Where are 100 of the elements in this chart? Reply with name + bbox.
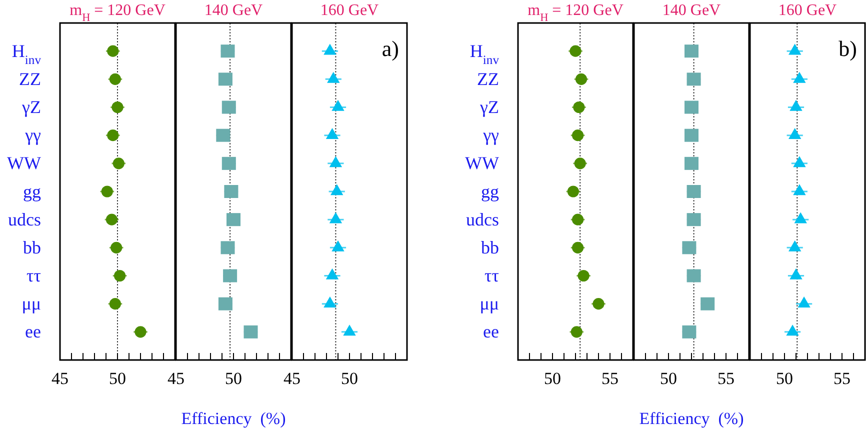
y-tick-label: ee [483,322,500,342]
point [788,44,802,55]
point [220,241,235,254]
x-tick-label: 45 [284,369,300,388]
x-tick-label: 50 [544,369,561,388]
point [330,184,344,196]
point [112,158,124,170]
point [686,269,701,282]
point [332,240,344,252]
point [332,100,344,111]
point [684,100,698,114]
point [326,268,339,280]
point [134,326,146,338]
point [324,44,336,55]
chart-title: 140 GeV [204,2,264,19]
y-tick-label: ττ [484,266,499,286]
chart-title: m$_{H}$ = 120 GeV [70,2,166,24]
annotation: a) [382,36,399,61]
point [574,158,586,170]
point [573,101,585,114]
y-tick-label: udcs [466,209,499,230]
point [686,72,701,86]
point [592,298,604,310]
point [109,73,121,85]
point [244,325,258,338]
y-tick-label: γγ [24,125,42,146]
y-tick-label: gg [481,181,499,202]
y-tick-label: udcs [8,209,41,230]
y-tick-label: gg [23,181,41,202]
point [329,156,342,168]
point [572,242,584,254]
point [343,324,356,336]
point [686,213,701,226]
point [567,186,579,198]
point [575,73,588,85]
y-tick-label: μμ [480,294,499,314]
point [101,186,113,198]
y-tick-label: H$_{inv}$ [12,40,42,67]
point [700,297,715,310]
chart-title: 160 GeV [320,2,380,19]
point [684,44,698,58]
chart-title: 140 GeV [662,2,722,19]
y-tick-label: ZZ [477,68,499,89]
x-tick-label: 55 [834,369,850,388]
point [329,212,342,224]
point [682,241,696,254]
point [788,128,802,140]
y-tick-label: WW [7,153,42,174]
y-tick-label: bb [481,237,499,258]
point [114,270,126,282]
x-tick-label: 55 [718,369,734,388]
y-tick-label: ZZ [19,68,41,89]
y-tick-label: ττ [26,266,41,286]
point [326,128,339,140]
point [793,156,806,168]
chart-title: 160 GeV [778,2,838,19]
y-tick-label: γγ [482,125,500,146]
point [110,242,122,254]
point [686,185,701,198]
point [682,325,696,338]
point [226,213,240,226]
x-tick-label: 50 [109,369,126,388]
point [112,101,124,114]
point [220,44,235,58]
point [788,240,802,252]
point [224,185,238,198]
point [684,156,698,170]
y-tick-label: γZ [479,97,499,118]
point [684,128,698,142]
x-tick-label: 50 [660,369,677,388]
point [223,269,238,282]
y-tick-label: μμ [22,294,41,314]
point [572,214,584,226]
x-tick-label: 45 [52,369,68,388]
y-tick-label: γZ [21,97,41,118]
x-tick-label: 50 [776,369,793,388]
point [216,128,230,142]
x-tick-label: 50 [341,369,358,388]
point [327,72,340,83]
point [324,296,336,308]
point [790,268,802,280]
point [790,100,802,111]
point [786,324,799,336]
y-tick-label: bb [23,237,41,258]
annotation: b) [838,36,857,61]
y-tick-label: H$_{inv}$ [470,40,500,67]
x-tick-label: 50 [225,369,242,388]
point [572,130,584,142]
x-axis-title: Efficiency (%) [639,409,744,428]
point [794,212,807,224]
point [218,72,232,86]
point [793,184,806,196]
point [109,298,121,310]
point [578,270,590,282]
x-axis-title: Efficiency (%) [181,409,286,428]
point [107,130,119,142]
point [570,326,582,338]
x-tick-label: 55 [602,369,618,388]
point [222,100,236,114]
x-tick-label: 45 [168,369,184,388]
